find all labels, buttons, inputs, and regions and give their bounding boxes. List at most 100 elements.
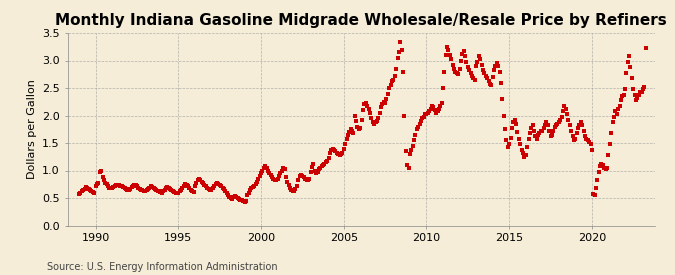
Point bbox=[410, 133, 421, 137]
Point bbox=[629, 92, 640, 97]
Point bbox=[85, 188, 96, 192]
Point bbox=[394, 50, 404, 54]
Point bbox=[356, 118, 367, 122]
Point bbox=[166, 188, 177, 192]
Point bbox=[547, 133, 558, 137]
Point bbox=[173, 191, 184, 195]
Point bbox=[475, 57, 485, 62]
Point bbox=[524, 131, 535, 135]
Point bbox=[613, 107, 624, 111]
Point bbox=[125, 186, 136, 191]
Point bbox=[335, 152, 346, 156]
Point bbox=[454, 67, 465, 71]
Point bbox=[243, 190, 254, 195]
Point bbox=[149, 187, 160, 191]
Point bbox=[621, 70, 632, 75]
Point bbox=[159, 188, 170, 192]
Point bbox=[325, 151, 335, 155]
Point bbox=[443, 47, 454, 52]
Point bbox=[190, 184, 200, 188]
Point bbox=[641, 46, 651, 51]
Point bbox=[111, 183, 122, 188]
Point bbox=[437, 86, 448, 90]
Point bbox=[87, 190, 98, 194]
Point bbox=[195, 178, 206, 182]
Point bbox=[570, 136, 580, 141]
Point bbox=[215, 184, 226, 188]
Point bbox=[330, 149, 341, 153]
Point bbox=[275, 171, 286, 175]
Point bbox=[512, 130, 523, 134]
Point bbox=[530, 134, 541, 139]
Point bbox=[535, 129, 546, 133]
Point bbox=[285, 186, 296, 190]
Point bbox=[192, 178, 203, 183]
Point bbox=[284, 183, 294, 188]
Point bbox=[396, 47, 407, 52]
Point bbox=[424, 109, 435, 113]
Point bbox=[130, 183, 141, 188]
Point bbox=[509, 118, 520, 122]
Point bbox=[103, 184, 113, 188]
Point bbox=[227, 196, 238, 201]
Point bbox=[567, 134, 578, 139]
Point bbox=[507, 125, 518, 130]
Point bbox=[112, 183, 123, 187]
Point bbox=[458, 48, 469, 53]
Point bbox=[377, 102, 387, 107]
Point bbox=[379, 100, 389, 104]
Point bbox=[427, 103, 437, 108]
Point bbox=[608, 120, 618, 124]
Point bbox=[449, 67, 460, 71]
Point bbox=[290, 187, 301, 191]
Point bbox=[83, 187, 94, 191]
Point bbox=[398, 69, 408, 74]
Point bbox=[176, 188, 186, 192]
Point bbox=[169, 190, 180, 194]
Point bbox=[514, 136, 524, 141]
Point bbox=[501, 138, 512, 142]
Point bbox=[296, 173, 306, 177]
Point bbox=[96, 168, 107, 173]
Point bbox=[461, 59, 472, 64]
Point bbox=[297, 174, 308, 178]
Point bbox=[153, 189, 163, 193]
Point bbox=[466, 74, 477, 78]
Point bbox=[235, 197, 246, 202]
Point bbox=[429, 108, 440, 112]
Point bbox=[217, 185, 228, 190]
Point bbox=[366, 116, 377, 120]
Point bbox=[381, 97, 392, 101]
Point bbox=[440, 53, 451, 57]
Point bbox=[511, 122, 522, 126]
Point bbox=[277, 166, 288, 170]
Point bbox=[333, 152, 344, 156]
Point bbox=[198, 181, 209, 185]
Point bbox=[301, 178, 312, 182]
Point bbox=[395, 40, 406, 45]
Point bbox=[234, 197, 244, 201]
Point bbox=[581, 136, 592, 141]
Point bbox=[99, 178, 109, 183]
Point bbox=[589, 193, 600, 197]
Point bbox=[387, 79, 398, 84]
Point bbox=[533, 133, 543, 137]
Point bbox=[78, 188, 88, 192]
Point bbox=[423, 111, 433, 115]
Point bbox=[267, 175, 277, 179]
Point bbox=[279, 167, 290, 172]
Point bbox=[540, 123, 551, 128]
Point bbox=[630, 98, 641, 102]
Point bbox=[578, 129, 589, 133]
Point bbox=[202, 186, 213, 190]
Point bbox=[617, 94, 628, 98]
Point bbox=[489, 68, 500, 73]
Point bbox=[196, 179, 207, 184]
Point bbox=[416, 119, 427, 123]
Point bbox=[341, 136, 352, 141]
Point bbox=[354, 127, 364, 131]
Point bbox=[151, 188, 162, 192]
Point bbox=[115, 184, 126, 188]
Point bbox=[495, 80, 506, 85]
Point bbox=[230, 194, 240, 199]
